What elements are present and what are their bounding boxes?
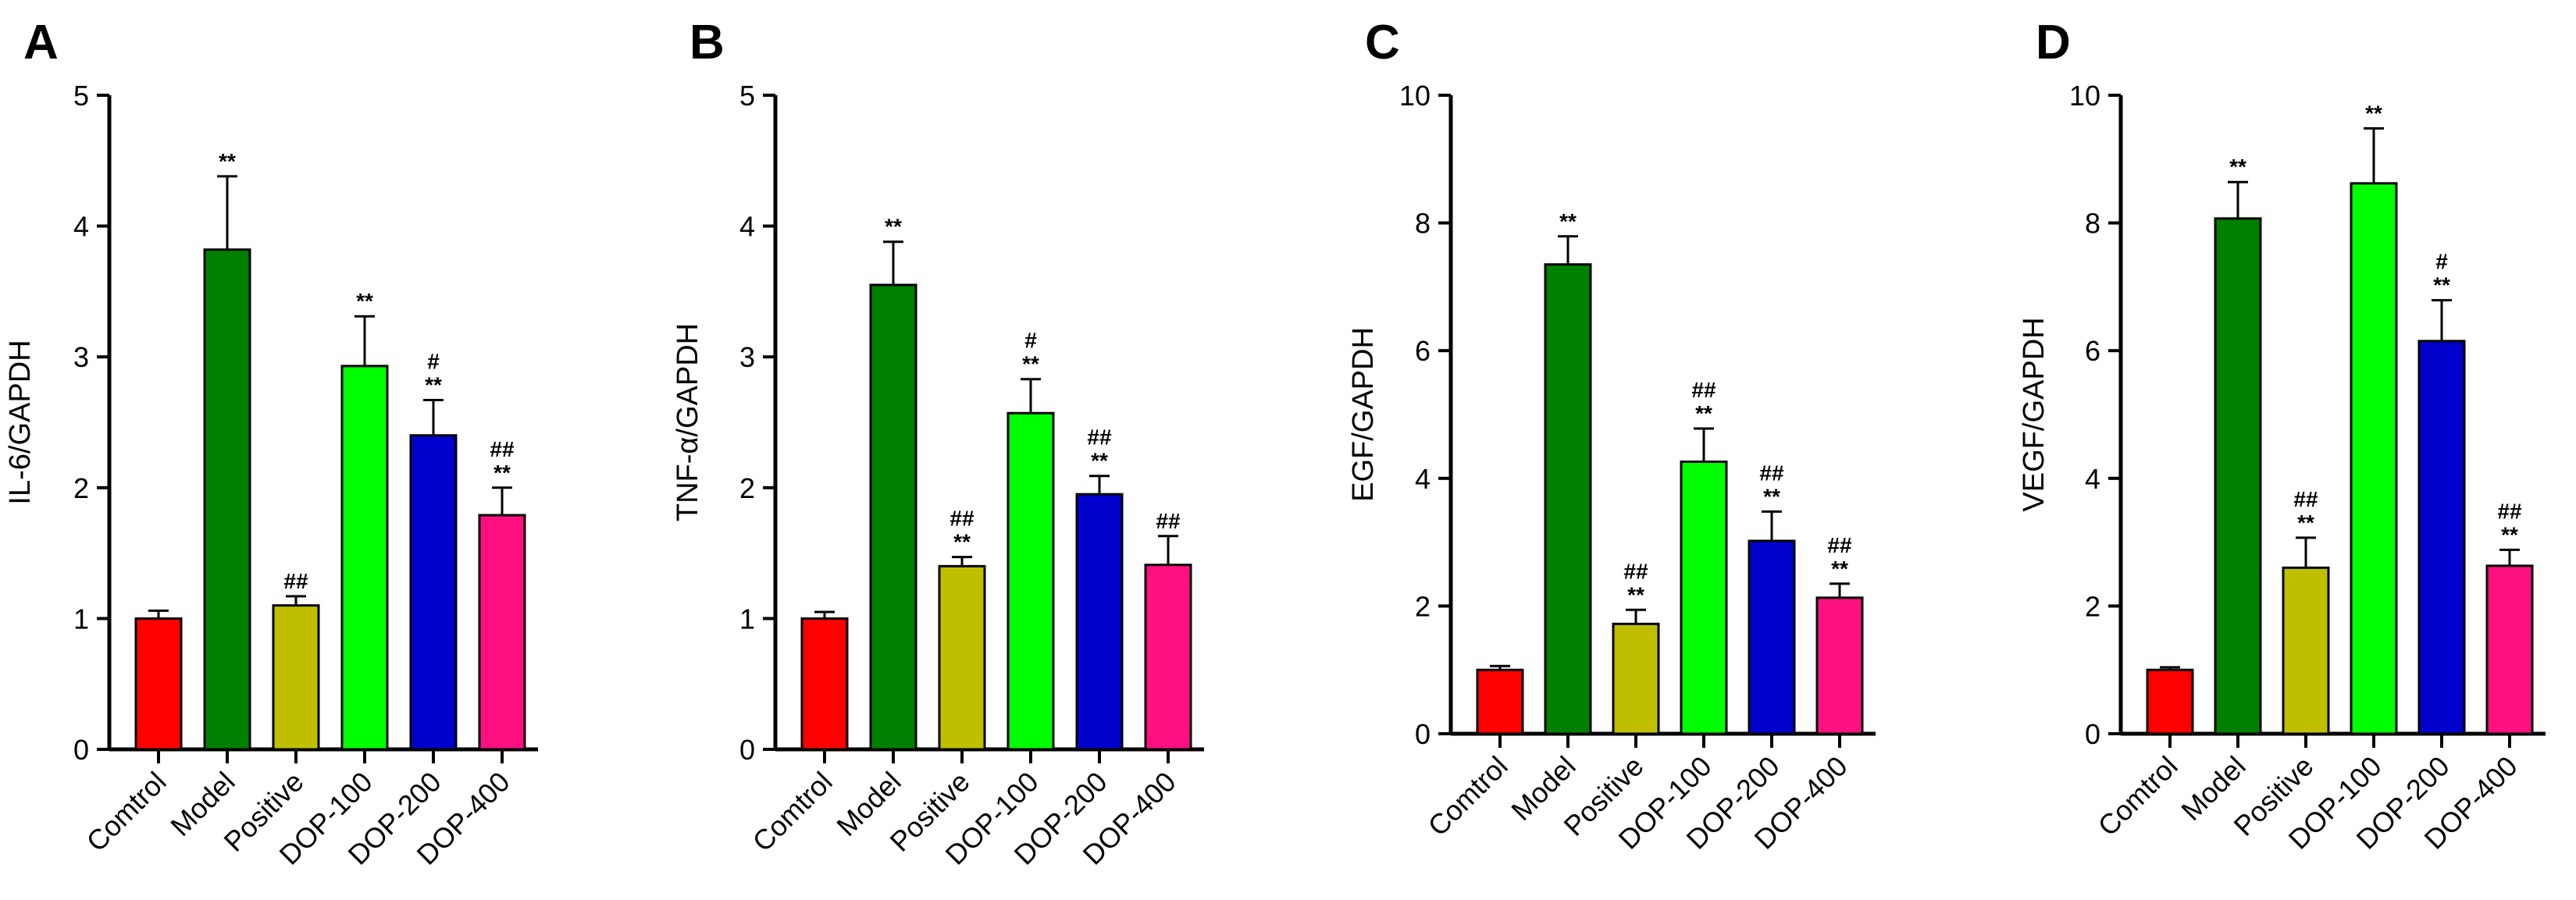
y-tick-label: 5 xyxy=(73,80,89,112)
x-tick-label: Comtrol xyxy=(2092,750,2184,842)
y-tick-label: 10 xyxy=(2069,80,2100,112)
y-tick-label: 10 xyxy=(1399,80,1431,112)
y-tick-label: 1 xyxy=(73,603,89,635)
bar xyxy=(2282,566,2330,735)
significance-marker: ** xyxy=(1695,401,1712,425)
significance-marker: ** xyxy=(1763,484,1780,508)
bar xyxy=(800,617,849,751)
y-tick-label: 8 xyxy=(1415,208,1431,240)
significance-marker: ## xyxy=(1087,425,1112,450)
bar xyxy=(1544,263,1592,735)
significance-marker: ** xyxy=(885,215,902,239)
y-tick-label: 4 xyxy=(739,211,755,243)
chart-panel-a: AIL-6/GAPDH012345Comtrol**Model##Positiv… xyxy=(4,16,538,871)
bar xyxy=(478,514,526,751)
significance-marker: ** xyxy=(1559,209,1577,233)
panel-letter: D xyxy=(2036,16,2071,69)
y-tick-label: 4 xyxy=(73,211,89,243)
bar xyxy=(203,248,251,751)
significance-marker: # xyxy=(2435,250,2448,274)
chart-panel-c: CEGF/GAPDH0246810Comtrol**Model##**Posit… xyxy=(1347,16,1876,856)
bar xyxy=(409,434,458,751)
significance-marker: ** xyxy=(2365,101,2382,126)
significance-marker: ## xyxy=(1759,461,1784,485)
bar xyxy=(272,604,320,751)
y-tick-label: 1 xyxy=(739,603,755,635)
y-axis-title: IL-6/GAPDH xyxy=(4,340,37,504)
y-tick-label: 6 xyxy=(1415,335,1431,367)
significance-marker: ** xyxy=(2433,273,2450,297)
y-tick-label: 0 xyxy=(73,734,89,766)
significance-marker: ** xyxy=(2229,155,2246,179)
panel-letter: C xyxy=(1365,16,1400,69)
bar xyxy=(1815,596,1864,735)
y-tick-label: 3 xyxy=(739,341,755,373)
y-tick-label: 2 xyxy=(73,472,89,504)
y-tick-label: 0 xyxy=(2085,718,2100,750)
panel-letter: A xyxy=(23,16,59,69)
significance-marker: ## xyxy=(1827,533,1852,557)
significance-marker: ** xyxy=(219,149,236,173)
significance-marker: ## xyxy=(2293,487,2318,511)
significance-marker: ## xyxy=(1623,559,1648,583)
y-tick-label: 2 xyxy=(2085,590,2100,622)
y-axis-title: VEGF/GAPDH xyxy=(2018,317,2050,511)
x-tick-label: Comtrol xyxy=(746,766,839,858)
significance-marker: ## xyxy=(490,437,515,461)
y-tick-label: 8 xyxy=(2085,208,2100,240)
significance-marker: ## xyxy=(1691,378,1716,402)
significance-marker: # xyxy=(427,350,440,374)
significance-marker: # xyxy=(1024,329,1037,353)
significance-marker: ## xyxy=(950,507,974,531)
bar xyxy=(1007,411,1055,751)
y-tick-label: 4 xyxy=(1415,463,1431,495)
bar xyxy=(938,564,986,751)
bar xyxy=(2214,217,2262,735)
significance-marker: ## xyxy=(283,569,308,593)
significance-marker: ** xyxy=(493,461,511,485)
y-tick-label: 3 xyxy=(73,341,89,373)
bar xyxy=(1680,461,1728,735)
y-tick-label: 0 xyxy=(739,734,755,766)
bar xyxy=(2417,340,2466,735)
significance-marker: ** xyxy=(1022,352,1039,376)
y-tick-label: 5 xyxy=(739,80,755,112)
bar xyxy=(1476,668,1524,735)
y-tick-label: 4 xyxy=(2085,463,2100,495)
significance-marker: ## xyxy=(2497,499,2522,523)
significance-marker: ** xyxy=(2501,522,2518,546)
bar xyxy=(340,365,389,751)
bar xyxy=(2146,668,2194,735)
chart-panel-b: BTNF-α/GAPDH012345Comtrol**Model##**Posi… xyxy=(672,16,1204,871)
significance-marker: ** xyxy=(425,373,442,397)
y-tick-label: 6 xyxy=(2085,335,2100,367)
significance-marker: ** xyxy=(953,530,971,554)
x-tick-label: Comtrol xyxy=(1422,750,1514,842)
y-axis-title: EGF/GAPDH xyxy=(1347,327,1380,502)
significance-marker: ** xyxy=(1091,449,1108,473)
panel-letter: B xyxy=(689,16,725,69)
chart-panel-d: DVEGF/GAPDH0246810Comtrol**Model##**Posi… xyxy=(2018,16,2546,856)
bar xyxy=(1144,564,1192,751)
significance-marker: ** xyxy=(356,289,373,313)
bar xyxy=(1748,539,1796,735)
significance-marker: ** xyxy=(2297,510,2314,535)
bar xyxy=(2485,564,2534,735)
y-tick-label: 2 xyxy=(1415,590,1431,622)
bar xyxy=(869,283,917,751)
significance-marker: ** xyxy=(1831,557,1848,581)
significance-marker: ** xyxy=(1627,582,1644,607)
y-tick-label: 0 xyxy=(1415,718,1431,750)
bar xyxy=(1612,622,1660,735)
bar xyxy=(2350,182,2398,735)
y-tick-label: 2 xyxy=(739,472,755,504)
bar xyxy=(134,617,183,751)
significance-marker: ## xyxy=(1156,509,1181,533)
x-tick-label: Comtrol xyxy=(80,766,173,858)
bar xyxy=(1075,493,1124,751)
y-axis-title: TNF-α/GAPDH xyxy=(672,323,704,521)
